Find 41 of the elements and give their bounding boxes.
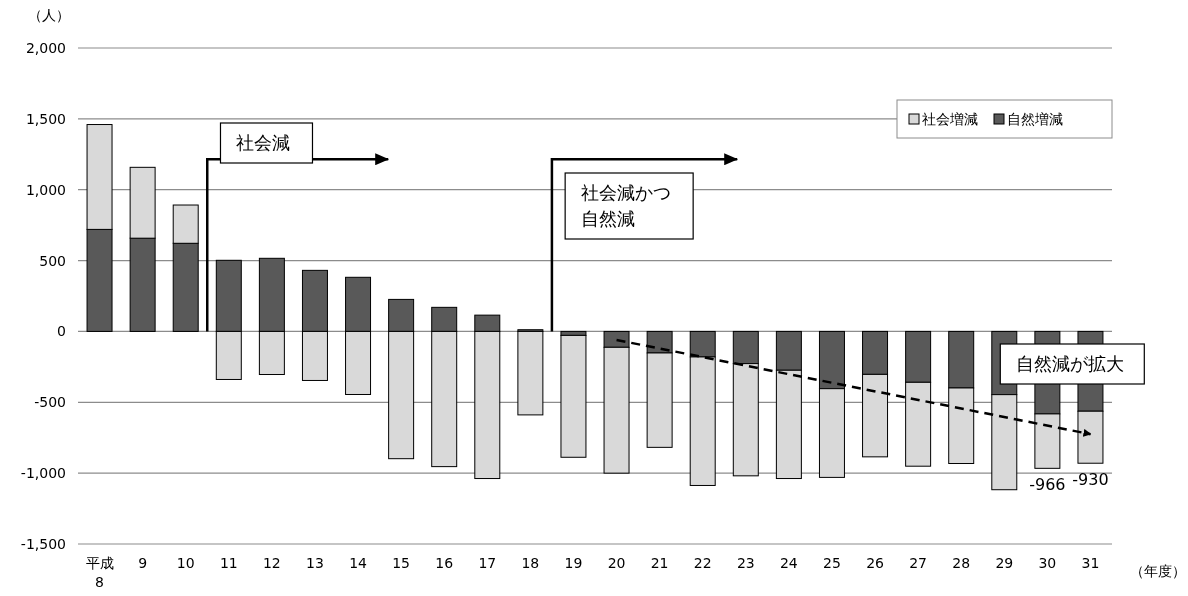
y-tick-label: -1,500	[20, 536, 66, 552]
total-label: -966	[1029, 475, 1066, 495]
annotation: 社会減かつ自然減	[581, 182, 672, 229]
x-tick-label: 28	[952, 555, 971, 571]
x-tick-label: 10	[176, 555, 195, 571]
x-tick-label: 23	[736, 555, 755, 571]
y-tick-label: 500	[39, 252, 66, 269]
x-tick-label: 17	[478, 555, 497, 571]
x-tick-label: 9	[138, 555, 148, 571]
y-tick-label: 0	[57, 323, 66, 340]
x-tick-label: 15	[392, 555, 411, 571]
y-tick-label: -500	[34, 394, 66, 411]
x-tick-label: 27	[909, 555, 928, 571]
x-tick-label: 18	[521, 555, 540, 571]
x-tick-label: 26	[866, 555, 885, 571]
x-tick-label: 19	[564, 555, 583, 571]
y-tick-label: 1,500	[25, 110, 66, 127]
x-tick-label: 20	[607, 555, 626, 571]
x-tick-label: 21	[650, 555, 669, 571]
x-tick-label: 30	[1038, 555, 1057, 571]
y-tick-label: 2,000	[25, 40, 66, 56]
y-tick-label: 1,000	[25, 181, 66, 198]
total-label: -930	[1072, 470, 1109, 490]
y-tick-label: -1,000	[20, 465, 66, 482]
annotation: 自然減が拡大	[1016, 353, 1125, 374]
x-tick-label: 29	[995, 555, 1014, 571]
legend-label: 自然増減	[1007, 111, 1063, 127]
x-tick-label: 11	[219, 555, 238, 571]
annotation: 社会減	[236, 132, 291, 153]
x-tick-label: 25	[823, 555, 841, 571]
legend-label: 社会増減	[922, 111, 978, 127]
x-tick-label: 24	[779, 555, 798, 571]
x-axis-title: （年度）	[1130, 563, 1186, 579]
x-tick-label: 平成 8	[85, 555, 114, 590]
x-tick-label: 14	[349, 555, 368, 571]
x-tick-label: 12	[262, 555, 281, 571]
x-tick-label: 31	[1081, 555, 1100, 571]
x-tick-label: 13	[306, 555, 324, 571]
x-tick-label: 22	[693, 555, 712, 571]
y-axis-title: （人）	[28, 7, 70, 23]
x-tick-label: 16	[435, 555, 454, 571]
